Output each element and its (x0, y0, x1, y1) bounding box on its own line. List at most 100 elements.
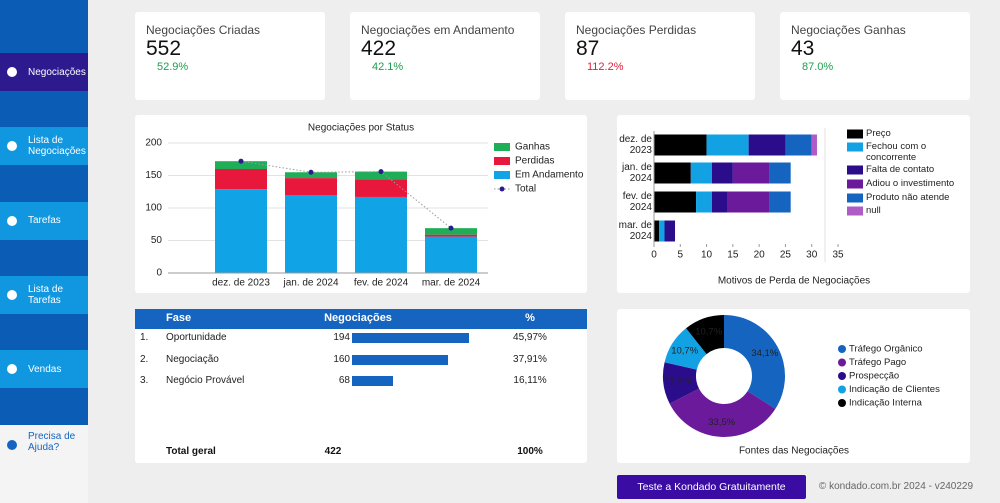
slice-label: 10,7% (695, 327, 722, 338)
total-point (238, 158, 244, 164)
bar-segment (811, 134, 817, 156)
nav-item[interactable]: Lista de Negociações (0, 127, 88, 166)
legend-dot (838, 345, 846, 353)
bar-segment (659, 220, 665, 242)
nav-item[interactable]: Lista de Tarefas (0, 275, 88, 314)
kpi-value: 422 (361, 37, 397, 60)
bar-segment (215, 169, 267, 190)
copyright: © kondado.com.br 2024 - v240229 (818, 481, 974, 492)
x-tick-label: 30 (806, 250, 818, 261)
slice-label: 34,1% (751, 348, 778, 359)
total-label: Total geral (166, 446, 216, 457)
x-tick-label: jan. de 2024 (282, 278, 338, 289)
row-index: 1. (140, 332, 149, 343)
slice-label: 33,5% (708, 417, 735, 428)
legend-dot (838, 399, 846, 407)
cta-button[interactable]: Teste a Kondado Gratuitamente (617, 475, 806, 499)
kpi-change: 87.0% (802, 61, 834, 73)
nav-label: Lista de Tarefas (28, 283, 64, 306)
bar-segment (215, 161, 267, 169)
kpi-card: Negociações Criadas 552 52.9% (135, 12, 325, 100)
legend-swatch (494, 143, 510, 151)
row-phase: Negociação (166, 353, 219, 365)
bar-segment (696, 191, 712, 213)
kpi-change: 112.2% (587, 61, 624, 73)
chart-title: Fontes das Negociações (739, 446, 849, 457)
x-tick-label: 10 (701, 250, 713, 261)
kpi-value: 43 (791, 37, 815, 60)
legend-label: Ganhas (515, 142, 550, 153)
nav-label: Vendas (28, 363, 62, 375)
bar-segment (711, 162, 733, 184)
bar-segment (425, 236, 477, 273)
kpi-title: Negociações Ganhas (791, 23, 906, 37)
legend-label: Perdidas (515, 156, 554, 167)
bar-segment (732, 162, 770, 184)
x-tick-label: fev. de 2024 (354, 278, 409, 289)
bar-segment (355, 171, 407, 180)
legend-swatch (847, 129, 863, 139)
y-category-label: mar. de 2024 (618, 220, 652, 242)
help-bullet (7, 440, 17, 450)
row-count: 194 (333, 332, 350, 343)
kpi-card: Negociações Perdidas 87 112.2% (565, 12, 755, 100)
row-index: 2. (140, 353, 149, 365)
x-tick-label: 0 (651, 250, 657, 261)
legend-label: Preço (866, 128, 891, 139)
bar-segment (654, 162, 691, 184)
total-point (378, 169, 384, 175)
x-tick-label: 15 (727, 250, 739, 261)
bar-segment (711, 191, 728, 213)
bar-segment (285, 172, 337, 179)
legend-dot (838, 385, 846, 394)
kpi-title: Negociações em Andamento (361, 23, 515, 37)
column-header: % (525, 312, 535, 324)
row-percent: 45,97% (513, 332, 547, 343)
row-bar (352, 354, 449, 365)
row-index: 3. (140, 375, 149, 386)
nav-item[interactable]: Vendas (0, 350, 88, 389)
nav-bullet (7, 289, 17, 300)
bar-segment (706, 134, 749, 156)
pie-slice (669, 388, 776, 437)
nav-label: Tarefas (28, 215, 61, 227)
kpi-change: 42.1% (372, 61, 404, 73)
nav-bullet (7, 141, 17, 152)
y-tick-label: 0 (156, 268, 162, 279)
y-tick-label: 150 (145, 170, 162, 181)
bar-segment (769, 191, 791, 213)
bar-segment (748, 134, 786, 156)
row-percent: 16,11% (513, 375, 547, 386)
x-tick-label: 5 (678, 250, 684, 261)
bar-segment (654, 191, 697, 213)
sidebar: Negociações Lista de Negociações Tarefas Li… (0, 0, 88, 503)
row-bar (352, 376, 393, 386)
help-label: Precisa de Ajuda? (28, 431, 76, 453)
nav-label: Lista de Negociações (28, 135, 86, 158)
chart-title: Motivos de Perda de Negociações (718, 276, 870, 287)
x-tick-label: 35 (832, 250, 844, 261)
y-category-label: dez. de 2023 (619, 134, 652, 156)
bar-segment (654, 220, 660, 242)
row-percent: 37,91% (513, 353, 547, 365)
chart-title: Negociações por Status (308, 123, 414, 134)
kpi-title: Negociações Criadas (146, 23, 261, 37)
legend-label: Falta de contato (866, 164, 935, 175)
legend-label: Adiou o investimento (866, 178, 955, 189)
legend-label: Indicação de Clientes (849, 384, 940, 395)
legend-dot (838, 358, 846, 367)
legend-label: Tráfego Pago (849, 357, 906, 368)
nav-bullet (7, 67, 17, 77)
help-item[interactable]: Precisa de Ajuda? (0, 425, 88, 503)
legend-label: Produto não atende (866, 192, 950, 203)
legend-dot (838, 372, 846, 380)
nav-item[interactable]: Negociações (0, 53, 88, 91)
legend-label: Indicação Interna (849, 398, 923, 409)
kpi-title: Negociações Perdidas (576, 23, 697, 37)
nav-label: Negociações (28, 66, 86, 78)
kpi-change: 52.9% (157, 61, 189, 73)
slice-label: 10,7% (671, 346, 698, 357)
nav-item[interactable]: Tarefas (0, 201, 88, 240)
bar-segment (425, 228, 477, 235)
